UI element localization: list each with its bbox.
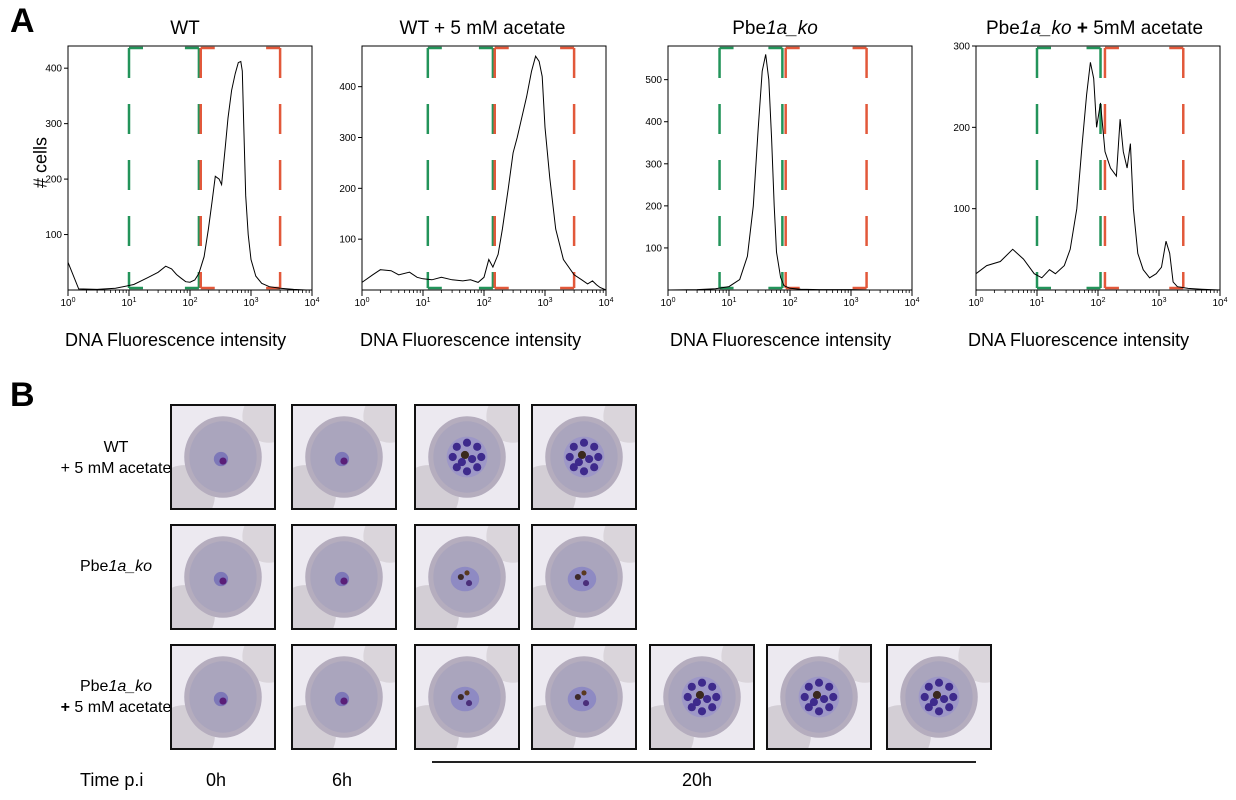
y-tick-label: 200 [953,123,970,134]
time-pi-label: Time p.i [80,770,144,790]
x-tick-label: 100 [60,297,75,309]
micrograph-image [170,644,276,750]
y-tick-label: 300 [45,119,62,130]
x-tick-label: 102 [1090,297,1105,309]
y-tick-label: 300 [645,159,662,170]
x-tick-label: 102 [476,297,491,309]
x-tick-label: 103 [537,297,552,309]
x-axis-label-2: DNA Fluorescence intensity [360,330,582,350]
y-tick-label: 100 [339,235,356,246]
micrograph-image [291,644,397,750]
histogram-line [361,55,607,291]
chart-title-pbe1a-ko-acetate: Pbe1a_ko + 5mM acetate [985,18,1204,39]
y-tick-label: 300 [953,42,970,53]
time-0h-label: 0h [206,770,227,790]
micrograph-image [649,644,755,750]
chart-title-pbe1a-ko: Pbe1a_ko [732,18,818,39]
y-tick-label: 200 [645,201,662,212]
histogram-line [975,62,1221,291]
y-tick-label: 400 [339,82,356,93]
micrograph-image [766,644,872,750]
x-tick-label: 102 [182,297,197,309]
x-tick-label: 103 [243,297,258,309]
micrograph-image [531,644,637,750]
x-tick-label: 101 [1029,297,1044,309]
x-tick-label: 104 [598,297,613,309]
x-axis-label-4: DNA Fluorescence intensity [968,330,1190,350]
x-tick-label: 103 [1151,297,1166,309]
x-tick-label: 104 [904,297,919,309]
y-tick-label: 500 [645,75,662,86]
row-label-pbe1a-ko-acetate: Pbe1a_ko + 5 mM acetate [60,678,172,716]
row-label-wt-acetate: WT + 5 mM acetate [60,439,172,477]
y-tick-label: 100 [45,230,62,241]
micrograph-image [170,524,276,630]
micrograph-image [291,524,397,630]
micrograph-image [886,644,992,750]
chart-title-wt: WT [170,18,200,39]
micrograph-image [170,404,276,510]
micrograph-image [414,404,520,510]
histogram-line [667,54,912,291]
plot-frame [667,45,913,291]
x-tick-label: 101 [121,297,136,309]
y-tick-label: 200 [45,175,62,186]
x-tick-label: 102 [782,297,797,309]
y-tick-label: 100 [953,204,970,215]
x-tick-label: 100 [968,297,983,309]
chart-title-wt-acetate: WT + 5 mM acetate [399,18,566,39]
panel-b-letter: B [10,376,35,414]
x-tick-label: 104 [1212,297,1227,309]
time-20h-label: 20h [682,770,713,790]
plot-frame [361,45,607,291]
x-tick-label: 103 [843,297,858,309]
y-tick-label: 400 [645,117,662,128]
x-tick-label: 100 [660,297,675,309]
micrograph-image [414,644,520,750]
y-tick-label: 300 [339,133,356,144]
micrograph-image [531,524,637,630]
x-axis-label-1: DNA Fluorescence intensity [65,330,287,350]
x-tick-label: 101 [721,297,736,309]
y-tick-label: 400 [45,64,62,75]
y-tick-label: 100 [645,243,662,254]
20h-bracket-line [432,761,976,763]
micrograph-image [531,404,637,510]
x-tick-label: 104 [304,297,319,309]
plot-frame [67,45,313,291]
x-tick-label: 100 [354,297,369,309]
histogram-line [67,60,312,291]
time-6h-label: 6h [332,770,353,790]
micrograph-image [291,404,397,510]
panel-a-letter: A [10,2,35,40]
x-axis-label-3: DNA Fluorescence intensity [670,330,892,350]
x-tick-label: 101 [415,297,430,309]
row-label-pbe1a-ko: Pbe1a_ko [79,558,153,575]
micrograph-image [414,524,520,630]
y-tick-label: 200 [339,184,356,195]
flow-histograms: 100 200 300 400 100 101 102 103 104 100 200 300 400 1… [45,42,1227,310]
